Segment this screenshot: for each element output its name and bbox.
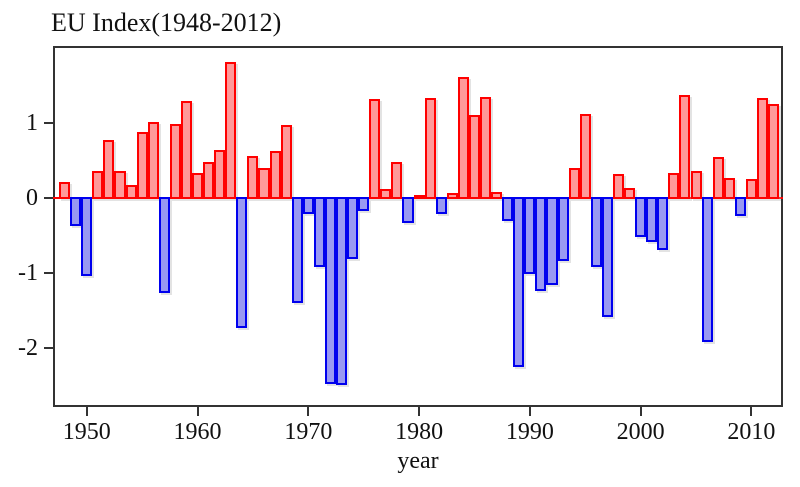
- bar-1988: [502, 196, 514, 221]
- bar-1957: [158, 196, 170, 293]
- x-tick-mark-1950: [85, 407, 88, 416]
- bar-2008: [723, 178, 735, 199]
- bar-1978: [391, 162, 403, 199]
- x-tick-mark-1990: [528, 407, 531, 416]
- bar-1976: [369, 99, 381, 199]
- bar-1970: [302, 196, 314, 214]
- bar-1998: [612, 174, 625, 199]
- y-tick-label--1: -1: [18, 260, 38, 287]
- bar-1959: [180, 101, 192, 199]
- bar-1956: [147, 121, 159, 199]
- y-tick-label--2: -2: [18, 335, 38, 362]
- bar-1982: [435, 196, 447, 214]
- bar-2000: [635, 196, 647, 238]
- bar-1986: [480, 96, 492, 199]
- bar-1975: [358, 196, 370, 211]
- bar-1950: [81, 196, 93, 276]
- bar-1993: [557, 196, 569, 262]
- bar-1967: [269, 151, 281, 199]
- bar-1977: [380, 189, 392, 199]
- x-axis-title: year: [397, 448, 439, 474]
- x-tick-mark-1960: [196, 407, 199, 416]
- x-tick-label-1950: 1950: [62, 419, 111, 445]
- bar-1962: [214, 149, 226, 199]
- bar-1999: [624, 187, 636, 199]
- bar-1973: [336, 196, 348, 386]
- bar-1972: [324, 196, 336, 384]
- bar-1971: [313, 196, 325, 267]
- bar-2006: [701, 196, 713, 342]
- x-tick-mark-1970: [307, 407, 310, 416]
- bar-1990: [524, 196, 536, 275]
- bar-1965: [247, 155, 259, 199]
- bar-1996: [590, 196, 602, 267]
- x-tick-mark-2010: [750, 407, 753, 416]
- bar-2010: [745, 178, 757, 199]
- bar-1995: [579, 114, 591, 199]
- x-tick-label-1970: 1970: [284, 419, 333, 445]
- y-tick-mark--2: [44, 347, 53, 350]
- x-tick-label-2010: 2010: [727, 419, 776, 445]
- x-tick-label-2000: 2000: [616, 419, 665, 445]
- bar-1997: [601, 196, 613, 317]
- bar-1981: [424, 97, 436, 199]
- bar-1958: [169, 123, 181, 199]
- bar-1980: [413, 195, 425, 200]
- bar-2009: [734, 196, 746, 217]
- bar-2004: [679, 95, 691, 199]
- y-tick-mark--1: [44, 272, 53, 275]
- bar-1963: [225, 62, 237, 199]
- bar-1983: [446, 193, 458, 199]
- bar-1991: [535, 196, 547, 291]
- bar-1949: [70, 196, 82, 226]
- bar-2007: [712, 157, 724, 199]
- bar-1968: [280, 124, 292, 199]
- x-tick-label-1990: 1990: [505, 419, 554, 445]
- chart-title: EU Index(1948-2012): [51, 8, 282, 37]
- bar-1954: [125, 184, 137, 199]
- y-tick-mark-1: [44, 121, 53, 124]
- bar-1989: [513, 196, 525, 368]
- bar-2012: [768, 103, 780, 199]
- bar-1966: [258, 168, 270, 199]
- bar-1985: [468, 114, 481, 199]
- x-tick-mark-1980: [418, 407, 421, 416]
- bar-1964: [236, 196, 248, 329]
- bar-1969: [291, 196, 303, 304]
- bar-1960: [192, 172, 204, 199]
- bar-2011: [756, 98, 769, 199]
- bar-1979: [402, 196, 414, 223]
- bar-1953: [114, 170, 126, 199]
- x-tick-label-1980: 1980: [395, 419, 444, 445]
- bar-1994: [568, 167, 580, 199]
- bar-1951: [92, 171, 104, 199]
- bar-1984: [457, 77, 469, 199]
- x-tick-label-1960: 1960: [173, 419, 222, 445]
- bar-2005: [690, 171, 702, 199]
- bar-2002: [657, 196, 669, 251]
- bar-1974: [347, 196, 359, 260]
- bar-1987: [491, 191, 503, 199]
- y-tick-label-1: 1: [26, 109, 38, 136]
- y-tick-label-0: 0: [26, 184, 38, 211]
- bar-1992: [546, 196, 558, 285]
- bar-1955: [136, 132, 148, 199]
- x-tick-mark-2000: [639, 407, 642, 416]
- bar-1948: [59, 181, 71, 199]
- bar-2001: [646, 196, 658, 242]
- bar-1952: [103, 139, 115, 199]
- y-tick-mark-0: [44, 196, 53, 199]
- bar-2003: [668, 172, 680, 199]
- bar-1961: [203, 162, 215, 199]
